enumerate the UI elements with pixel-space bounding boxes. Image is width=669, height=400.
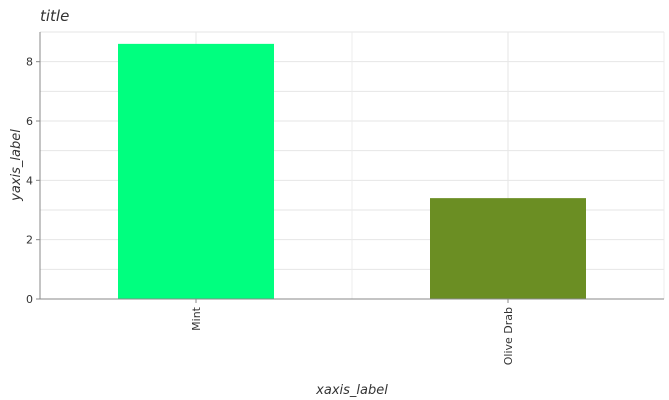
bar-olive-drab (430, 198, 586, 299)
x-axis-label: xaxis_label (315, 383, 388, 398)
y-tick-label: 6 (26, 115, 33, 128)
bars (118, 43, 586, 299)
y-tick-label: 0 (26, 293, 33, 306)
chart-title: title (40, 7, 69, 25)
y-tick-label: 8 (26, 56, 33, 69)
axes: 0 2 4 6 8 Mint Olive Drab (26, 32, 664, 365)
bar-mint (118, 43, 274, 299)
x-tick-label: Olive Drab (502, 307, 515, 365)
y-tick-label: 4 (26, 174, 33, 187)
x-tick-label: Mint (190, 306, 203, 331)
y-tick-label: 2 (26, 234, 33, 247)
y-axis-label: yaxis_label (9, 129, 24, 202)
